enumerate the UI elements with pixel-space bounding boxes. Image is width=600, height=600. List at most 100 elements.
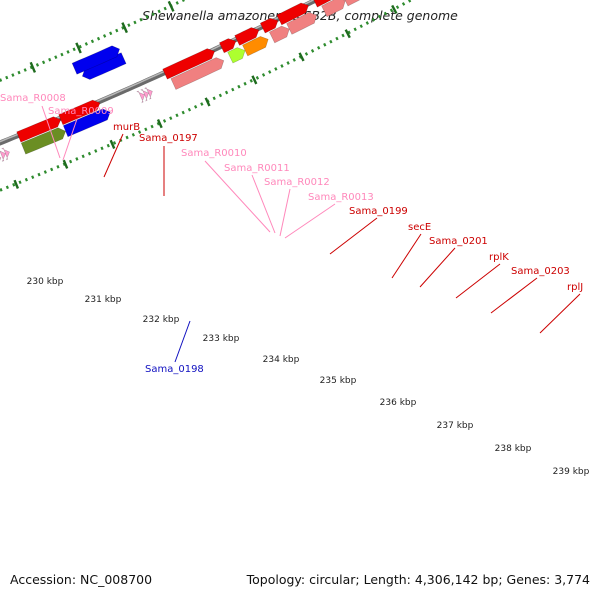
- outer-major-tick: [344, 29, 351, 39]
- outer-tick-dot: [24, 177, 28, 182]
- leader-line-s0198: [174, 320, 191, 363]
- genome-summary-text: Topology: circular; Length: 4,306,142 bp…: [246, 572, 590, 587]
- outer-tick-dot: [243, 81, 247, 86]
- tick-label-237: 237 kbp: [437, 421, 474, 431]
- gene-rna-small-2: [136, 90, 145, 104]
- tick-label-232: 232 kbp: [143, 315, 180, 325]
- outer-major-tick: [13, 179, 20, 189]
- outer-tick-dot: [131, 132, 135, 137]
- leader-line-murB: [103, 133, 124, 178]
- cds-murB: [16, 116, 62, 143]
- gene-label-r0008: Sama_R0008: [0, 93, 66, 104]
- outer-tick-dot: [106, 143, 110, 148]
- outer-tick-dot: [218, 93, 223, 98]
- inner-tick-dot: [66, 50, 70, 54]
- tick-label-236: 236 kbp: [380, 398, 417, 408]
- cds-rplJ: [313, 0, 332, 8]
- outer-tick-dot: [0, 188, 3, 192]
- cds-Sama_0199: [162, 48, 215, 80]
- gene-rna-small-0: [0, 150, 6, 162]
- outer-tick-dot: [100, 146, 104, 151]
- gene-rplJ-2: [344, 0, 361, 7]
- outer-tick-dot: [81, 154, 85, 159]
- inner-tick-dot: [23, 68, 27, 72]
- leader-line-r0008: [41, 105, 61, 159]
- inner-tick-dot: [127, 23, 131, 27]
- outer-major-tick: [391, 4, 398, 14]
- leader-line-s0199: [329, 217, 378, 255]
- gene-Sama_0198-track: [71, 45, 120, 75]
- outer-tick-dot: [181, 110, 185, 115]
- inner-tick-dot: [175, 1, 179, 5]
- gene-rna-partial: [0, 156, 2, 161]
- outer-tick-dot: [347, 30, 351, 35]
- outer-tick-dot: [280, 64, 284, 68]
- outer-tick-dot: [193, 105, 198, 109]
- inner-tick-dot: [139, 17, 143, 22]
- outer-tick-dot: [304, 52, 309, 56]
- outer-tick-dot: [18, 180, 22, 185]
- gene-rna-small-4: [144, 87, 153, 100]
- inner-tick-dot: [84, 42, 88, 46]
- inner-tick-dot: [115, 28, 119, 33]
- outer-tick-dot: [395, 5, 400, 10]
- gene-label-secE: secE: [408, 222, 431, 233]
- outer-tick-dot: [353, 27, 357, 32]
- gene-label-r0009: Sama_R0009: [48, 106, 114, 117]
- cds-Sama_0197: [58, 99, 101, 126]
- outer-tick-dot: [371, 18, 376, 22]
- outer-tick-dot: [407, 0, 412, 3]
- outer-tick-dot: [75, 157, 79, 161]
- outer-tick-dot: [144, 127, 148, 132]
- outer-tick-dot: [175, 113, 179, 118]
- outer-major-tick: [109, 139, 116, 149]
- outer-tick-dot: [43, 170, 47, 174]
- outer-major-tick: [156, 119, 163, 129]
- outer-tick-dot: [359, 24, 363, 28]
- inner-tick-dot: [163, 6, 167, 11]
- gene-Sama_0197: [62, 108, 111, 138]
- inner-tick-dot: [96, 36, 101, 41]
- cds-Sama_0203: [276, 2, 309, 26]
- gene-secE: [227, 47, 246, 64]
- outer-tick-dot: [261, 73, 266, 77]
- leader-line-rplJ: [539, 293, 581, 334]
- gene-label-r0012: Sama_R0012: [264, 177, 330, 188]
- outer-tick-dot: [310, 49, 315, 53]
- gene-label-s0201: Sama_0201: [429, 236, 488, 247]
- inner-tick-dot: [72, 47, 76, 52]
- outer-tick-dot: [231, 87, 235, 92]
- outer-tick-dot: [317, 45, 321, 50]
- tick-label-230: 230 kbp: [27, 277, 64, 287]
- inner-tick-dot: [0, 78, 3, 82]
- outer-tick-dot: [224, 90, 229, 95]
- cds-Sama_0201: [234, 27, 260, 46]
- inner-tick-dot: [11, 73, 15, 77]
- leader-line-r0009: [62, 118, 78, 161]
- outer-tick-dot: [50, 167, 54, 172]
- outer-tick-dot: [5, 185, 9, 190]
- outer-tick-dot: [377, 14, 382, 19]
- gene-label-rplK: rplK: [489, 252, 509, 263]
- gene-label-rplJ: rplJ: [567, 282, 583, 293]
- outer-tick-dot: [341, 33, 345, 38]
- cds-rplK: [259, 17, 279, 34]
- leader-line-rplK: [455, 263, 501, 299]
- outer-tick-dot: [169, 116, 173, 120]
- outer-tick-dot: [31, 175, 35, 179]
- gene-rna-small-1: [1, 147, 10, 161]
- outer-tick-dot: [12, 182, 16, 187]
- tick-label-233: 233 kbp: [203, 334, 240, 344]
- gene-rna-small-3: [140, 88, 149, 102]
- inner-major-tick: [121, 22, 128, 34]
- inner-tick-dot: [109, 31, 113, 36]
- inner-tick-dot: [145, 15, 149, 19]
- outer-tick-dot: [137, 130, 142, 134]
- outer-tick-dot: [383, 11, 388, 16]
- inner-major-tick: [167, 0, 175, 12]
- gene-label-murB: murB: [113, 122, 140, 133]
- outer-tick-dot: [255, 76, 260, 80]
- outer-tick-dot: [187, 107, 192, 112]
